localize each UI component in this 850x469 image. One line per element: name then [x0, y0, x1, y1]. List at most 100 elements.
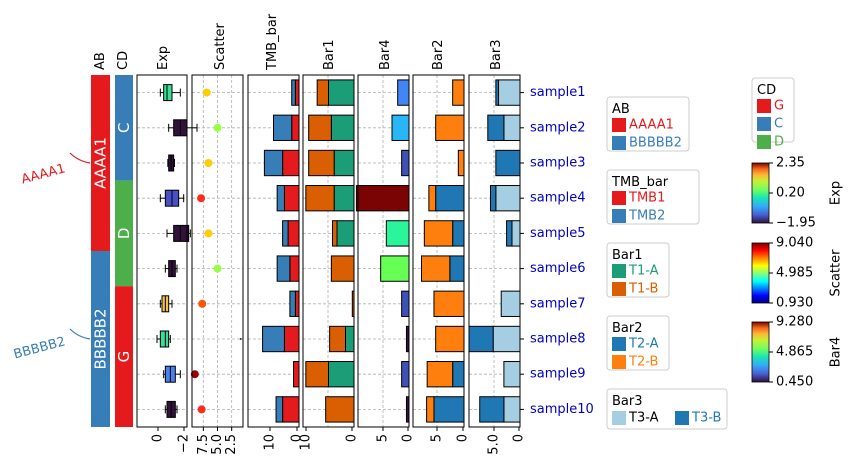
bar1-frame [302, 74, 355, 428]
bar3-bar-t3-b [489, 185, 497, 212]
legend-bar3-label: T3-B [691, 411, 721, 426]
tmb_bar-title: TMB_bar [265, 13, 280, 71]
bar3-bar-t3-b [479, 396, 505, 423]
legend-bar1-label: T1-B [628, 282, 658, 297]
tmb_bar-tick-label: 10 [263, 434, 278, 451]
legend-bar2-label: T2-B [628, 355, 658, 370]
scatter-point [239, 338, 242, 340]
tmb_bar-bar-tmb1 [293, 361, 300, 388]
ab-annotation-aaaa1: AAAA1 [20, 161, 67, 187]
scatter-point [198, 299, 207, 308]
bar4-bar-bar4 [355, 185, 410, 212]
legend-bar2-swatch [612, 355, 626, 369]
bar3-bar-t3-b [495, 149, 521, 177]
bar1-bar-t1-a [333, 149, 355, 177]
bar1-bar-t1-b [330, 255, 355, 282]
bar2-bar-t2-b [421, 255, 451, 282]
legend-ab-swatch [612, 118, 626, 132]
colorbar-tick-label: 0.450 [776, 375, 813, 390]
bar2-bar-t2-b [452, 79, 465, 106]
legend-bar3-swatch [612, 411, 626, 425]
exp-box [159, 330, 170, 348]
row-label: sample9 [530, 367, 586, 382]
bar4-bar-bar4 [397, 79, 410, 106]
legend-ab-title: AB [612, 102, 630, 117]
bar3-bar-t3-b [506, 220, 513, 247]
tmb_bar-bar-tmb2 [291, 79, 296, 106]
ab-title: AB [93, 52, 108, 70]
bar1-tick-label: 0 [345, 434, 360, 442]
exp-box [163, 84, 173, 102]
bar1-bar-t1-b [316, 79, 329, 106]
ab-block-label: AAAA1 [92, 137, 110, 189]
bar3-bar-t3-b [495, 79, 500, 106]
bar1-bar-t1-b [331, 220, 338, 247]
tmb_bar-bar-tmb2 [273, 114, 293, 141]
legend-tmb-label: TMB2 [628, 209, 665, 224]
frames-layer [136, 74, 524, 431]
colorbar-tick-label: 4.865 [776, 345, 813, 360]
bar4-tick-label: 0 [401, 434, 416, 442]
marks-layer [69, 75, 521, 427]
bar4-bar-bar4 [380, 255, 410, 282]
bar1-title: Bar1 [322, 39, 337, 70]
bar2-bar-t2-a [452, 361, 465, 388]
tmb_bar-bar-tmb2 [282, 220, 289, 247]
bar2-tick-label: 5 [430, 434, 445, 442]
cd-block-d [115, 180, 133, 287]
bar3-bar-t3-a [492, 325, 521, 353]
tmb_bar-bar-tmb2 [289, 290, 296, 317]
bar3-bar-t3-a [503, 361, 521, 388]
bar2-bar-t2-b [426, 361, 454, 388]
bar1-bar-t1-a [345, 325, 355, 353]
colorbar-title: Scatter [829, 249, 844, 297]
colorbar-exp [751, 162, 770, 224]
bar3-tick-label: 0 [512, 434, 527, 442]
bar2-title: Bar2 [431, 39, 446, 70]
row-label: sample3 [530, 156, 586, 171]
bar3-bar-t3-a [498, 79, 521, 106]
tmb_bar-bar-tmb1 [289, 255, 300, 282]
colorbar-bar4 [751, 321, 770, 383]
row-label: sample7 [530, 296, 586, 311]
scatter-point [204, 229, 213, 238]
cd-block-c [115, 75, 133, 181]
tmb_bar-bar-tmb1 [283, 185, 300, 212]
legend-bar3-title: Bar3 [612, 394, 643, 409]
scatter-tick-label: 2.5 [224, 434, 239, 455]
colorbar-tick-label: 4.985 [776, 266, 813, 281]
scatter-point [213, 123, 222, 132]
bar3-bar-t3-a [511, 220, 521, 247]
cd-block-g [115, 286, 133, 427]
bar2-frame [412, 74, 465, 428]
bar2-bar-t2-b [426, 396, 435, 423]
colorbar-tick-label: 9.280 [776, 315, 813, 330]
tmb_bar-tick-label: 0 [290, 434, 305, 442]
legend-ab-box [606, 96, 690, 152]
bar3-bar-t3-a [503, 114, 521, 141]
bar3-bar-t3-b [487, 114, 505, 141]
legend-bar3-label: T3-A [628, 411, 659, 426]
bar2-bar-t2-b [428, 185, 437, 212]
row-label: sample2 [530, 120, 586, 135]
ab-block-bbbbb2 [91, 251, 110, 427]
bar2-bar-t2-a [449, 255, 465, 282]
legend-cd-label: C [774, 117, 783, 132]
tmb_bar-bar-tmb1 [294, 79, 300, 106]
legend-tmb-box [606, 169, 700, 225]
legend-tmb-swatch [612, 209, 626, 223]
exp-tick-label: 0 [151, 434, 166, 442]
exp-tick-label: −2 [177, 434, 192, 453]
legend-bar2-label: T2-A [628, 337, 659, 352]
legend-ab-swatch [612, 136, 626, 150]
cd-block-label: G [115, 351, 133, 363]
tmb_bar-bar-tmb2 [276, 255, 291, 282]
colorbar-tick-label: −1.95 [776, 216, 816, 231]
bar2-bar-t2-a [433, 396, 465, 423]
legend-cd-swatch [757, 117, 771, 131]
tmb_bar-bar-tmb1 [283, 325, 300, 353]
row-label: sample10 [530, 402, 594, 417]
legend-ab-label: AAAA1 [629, 118, 674, 133]
